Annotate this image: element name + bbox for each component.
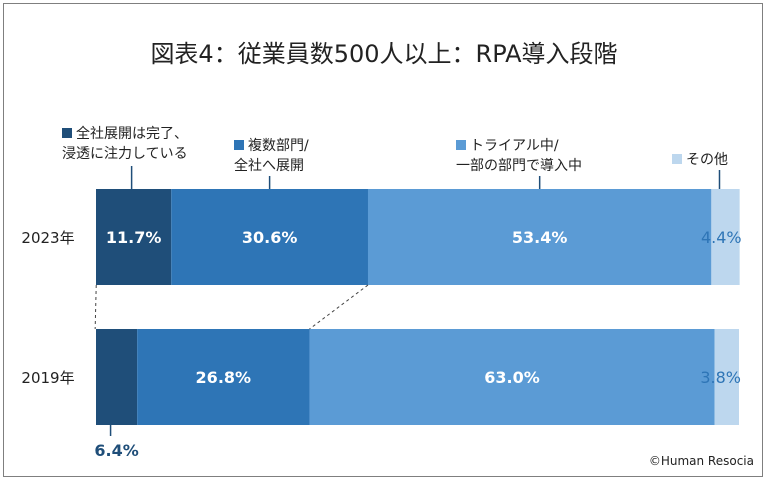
legend-label-line1: 複数部門/ [248, 138, 309, 154]
legend-item-fully-deployed: 全社展開は完了、 浸透に注力している [62, 124, 188, 164]
legend-item-multiple-departments: 複数部門/ 全社へ展開 [234, 136, 309, 176]
dashed-connector [94, 284, 97, 330]
dashed-connector [309, 284, 369, 330]
legend-item-other: その他 [672, 150, 728, 170]
data-label: 4.4% [701, 228, 742, 247]
data-label: 53.4% [512, 228, 568, 247]
chart-title: 図表4：従業員数500人以上：RPA導入段階 [150, 40, 618, 68]
copyright-credit: ©Human Resocia [648, 454, 754, 468]
data-label: 3.8% [700, 368, 741, 387]
legend-label-line2: 全社へ展開 [234, 158, 304, 174]
legend-swatch [456, 140, 466, 150]
bar-segment [711, 189, 740, 285]
bar-segment [171, 189, 368, 285]
category-label: 2023年 [21, 229, 74, 247]
legend-swatch [62, 128, 72, 138]
data-label: 63.0% [484, 368, 540, 387]
legend-label-line1: 全社展開は完了、 [76, 126, 188, 142]
bar-segment [96, 329, 138, 425]
data-label: 26.8% [196, 368, 252, 387]
data-label: 6.4% [94, 441, 138, 460]
bar-segment [137, 329, 310, 425]
legend-label-line1: その他 [686, 152, 728, 168]
legend-item-trial: トライアル中/ 一部の部門で導入中 [456, 136, 582, 176]
bar-segment [96, 189, 172, 285]
legend-label-line2: 浸透に注力している [62, 146, 188, 162]
legend-label-line1: トライアル中/ [470, 138, 559, 154]
legend-swatch [672, 154, 682, 164]
data-label: 30.6% [242, 228, 298, 247]
bar-segment [309, 329, 715, 425]
bar-segment [367, 189, 712, 285]
bar-segment [714, 329, 739, 425]
legend-swatch [234, 140, 244, 150]
legend-label-line2: 一部の部門で導入中 [456, 158, 582, 174]
data-label: 11.7% [106, 228, 162, 247]
category-label: 2019年 [21, 369, 74, 387]
